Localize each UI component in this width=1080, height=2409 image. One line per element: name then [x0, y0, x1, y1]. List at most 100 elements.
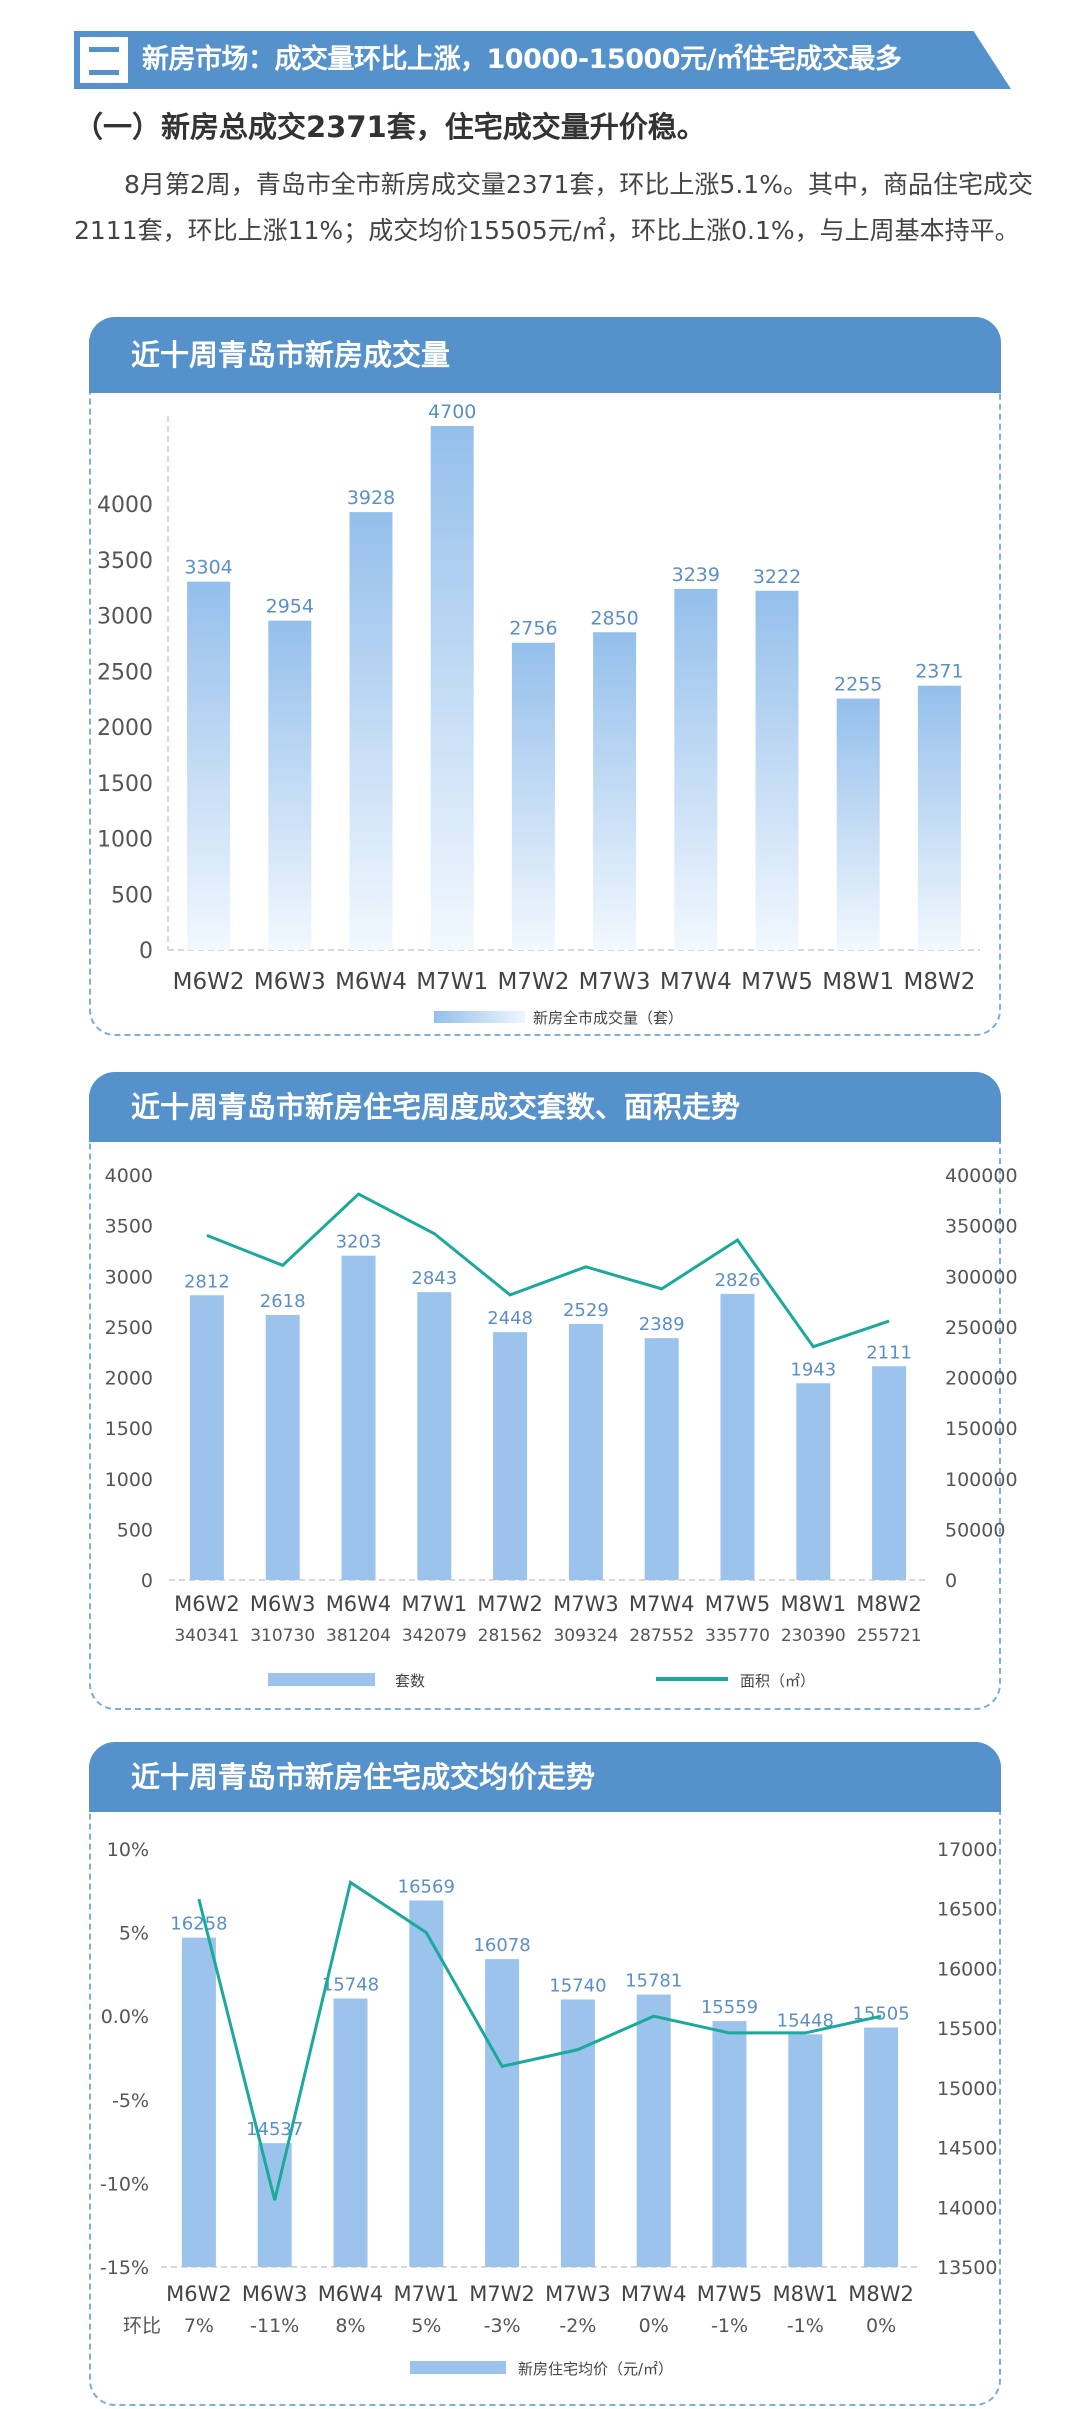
- bar-value-label: 2389: [639, 1314, 685, 1335]
- y-left-tick-label: 1500: [105, 1418, 153, 1440]
- x-tick-label: M7W3: [553, 1592, 619, 1616]
- bar: [796, 1383, 831, 1580]
- legend-swatch-bar: [268, 1673, 375, 1686]
- bar: [493, 1332, 528, 1580]
- mom-value-label: 8%: [335, 2315, 365, 2337]
- bar: [788, 2034, 823, 2267]
- section-banner: 新房市场：成交量环比上涨，10000-15000元/㎡住宅成交最多: [74, 31, 1011, 89]
- y-tick-label: 3000: [97, 605, 153, 630]
- bar: [712, 2021, 747, 2267]
- area-value-label: 281562: [478, 1626, 543, 1646]
- y-left-tick-label: 3000: [105, 1266, 153, 1288]
- x-tick-label: M6W4: [326, 1592, 392, 1616]
- bar: [644, 1338, 679, 1580]
- y-right-tick-label: 13500: [937, 2257, 997, 2279]
- bar-value-label: 16078: [473, 1935, 530, 1956]
- chart-title: 近十周青岛市新房住宅成交均价走势: [89, 1742, 1001, 1812]
- y-tick-label: 4000: [97, 493, 153, 518]
- legend-label: 套数: [395, 1672, 425, 1690]
- chart-title: 近十周青岛市新房住宅周度成交套数、面积走势: [89, 1072, 1001, 1142]
- bar-value-label: 3928: [347, 487, 395, 509]
- area-value-label: 255721: [857, 1626, 922, 1646]
- bar-value-label: 15781: [625, 1971, 682, 1992]
- bar-value-label: 4700: [428, 401, 476, 423]
- bar: [755, 590, 799, 950]
- x-tick-label: M6W2: [173, 969, 245, 995]
- legend-swatch-bar: [410, 2361, 506, 2374]
- y-left-tick-label: 3500: [105, 1216, 153, 1238]
- x-tick-label: M7W4: [621, 2282, 687, 2306]
- legend-label: 新房全市成交量（套）: [533, 1009, 683, 1027]
- section-title: 新房市场：成交量环比上涨，10000-15000元/㎡住宅成交最多: [142, 44, 902, 75]
- bar: [268, 620, 312, 950]
- bar-value-label: 1943: [790, 1359, 836, 1380]
- bar: [836, 698, 880, 950]
- y-right-tick-label: 150000: [945, 1418, 1018, 1440]
- bar-value-label: 3304: [184, 557, 232, 579]
- subsection-heading: （一）新房总成交2371套，住宅成交量升价稳。: [74, 110, 706, 144]
- area-value-label: 310730: [250, 1626, 315, 1646]
- x-tick-label: M6W3: [242, 2282, 308, 2306]
- y-right-tick-label: 15500: [937, 2018, 997, 2040]
- x-tick-label: M8W1: [772, 2282, 838, 2306]
- x-tick-label: M6W2: [166, 2282, 232, 2306]
- y-left-tick-label: 2000: [105, 1368, 153, 1390]
- mom-value-label: 7%: [184, 2315, 214, 2337]
- mom-value-label: -1%: [711, 2315, 748, 2337]
- bar: [181, 1937, 216, 2267]
- y-tick-label: 1000: [97, 828, 153, 853]
- x-tick-label: M6W4: [318, 2282, 384, 2306]
- area-value-label: 230390: [781, 1626, 846, 1646]
- bar: [864, 2027, 899, 2267]
- bar: [333, 1998, 368, 2267]
- bar: [511, 642, 555, 950]
- y-left-tick-label: 10%: [107, 1839, 149, 1861]
- mom-value-label: -1%: [787, 2315, 824, 2337]
- bar-value-label: 3203: [336, 1232, 382, 1253]
- bar-value-label: 15748: [322, 1975, 379, 1996]
- area-value-label: 309324: [553, 1626, 618, 1646]
- bar: [485, 1959, 520, 2267]
- y-left-tick-label: -10%: [100, 2173, 149, 2195]
- y-left-tick-label: 500: [117, 1519, 153, 1541]
- mom-value-label: 0%: [639, 2315, 669, 2337]
- x-tick-label: M7W2: [497, 969, 569, 995]
- x-tick-label: M7W4: [629, 1592, 695, 1616]
- x-tick-label: M6W2: [174, 1592, 240, 1616]
- y-tick-label: 0: [139, 939, 153, 964]
- bar-value-label: 16258: [170, 1914, 227, 1935]
- y-left-tick-label: -15%: [100, 2257, 149, 2279]
- residential-volume-area-chart: 0 500 1000 1500 2000 2500 3000 3500 4000 0 50000 10…: [105, 1165, 1018, 1690]
- chart-card-residential-volume-area: 近十周青岛市新房住宅周度成交套数、面积走势: [89, 1072, 1001, 1710]
- y-right-tick-label: 14500: [937, 2138, 997, 2160]
- x-tick-label: M6W3: [254, 969, 326, 995]
- y-right-tick-label: 400000: [945, 1165, 1018, 1187]
- area-value-label: 335770: [705, 1626, 770, 1646]
- legend-label: 面积（㎡）: [740, 1672, 815, 1690]
- x-tick-label: M7W1: [393, 2282, 459, 2306]
- bar-value-label: 15559: [701, 1997, 758, 2018]
- chart-card-total-volume: 近十周青岛市新房成交量: [89, 317, 1001, 1036]
- y-tick-label: 2500: [97, 660, 153, 685]
- area-value-label: 340341: [174, 1626, 239, 1646]
- bar-value-label: 2812: [184, 1271, 230, 1292]
- y-left-tick-label: 1000: [105, 1469, 153, 1491]
- bar-value-label: 2111: [866, 1342, 912, 1363]
- y-tick-label: 3500: [97, 549, 153, 574]
- bar-value-label: 2529: [563, 1300, 609, 1321]
- mom-line: [197, 1880, 882, 2201]
- x-tick-label: M7W1: [401, 1592, 467, 1616]
- y-right-tick-label: 100000: [945, 1469, 1018, 1491]
- mom-value-label: -11%: [250, 2315, 299, 2337]
- x-tick-label: M7W2: [469, 2282, 535, 2306]
- bar: [189, 1295, 224, 1580]
- area-line: [206, 1192, 890, 1349]
- bar: [593, 632, 637, 950]
- bar-value-label: 3222: [753, 566, 801, 588]
- area-value-label: 381204: [326, 1626, 391, 1646]
- mom-value-label: -2%: [559, 2315, 596, 2337]
- residential-price-chart: -15% -10% -5% 0.0% 5% 10% 13500 14000 14500 15000…: [100, 1839, 998, 2378]
- y-right-tick-label: 50000: [945, 1519, 1005, 1541]
- y-left-tick-label: -5%: [112, 2090, 149, 2112]
